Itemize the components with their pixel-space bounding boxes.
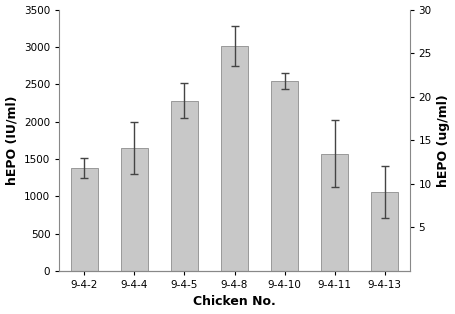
Bar [270, 81, 298, 271]
Bar [121, 148, 148, 271]
Bar [71, 168, 98, 271]
Bar [220, 46, 248, 271]
Bar [320, 154, 348, 271]
Bar [370, 192, 398, 271]
X-axis label: Chicken No.: Chicken No. [193, 295, 275, 308]
Bar [170, 101, 198, 271]
Y-axis label: hEPO (ug/ml): hEPO (ug/ml) [436, 94, 450, 187]
Y-axis label: hEPO (IU/ml): hEPO (IU/ml) [5, 95, 19, 185]
